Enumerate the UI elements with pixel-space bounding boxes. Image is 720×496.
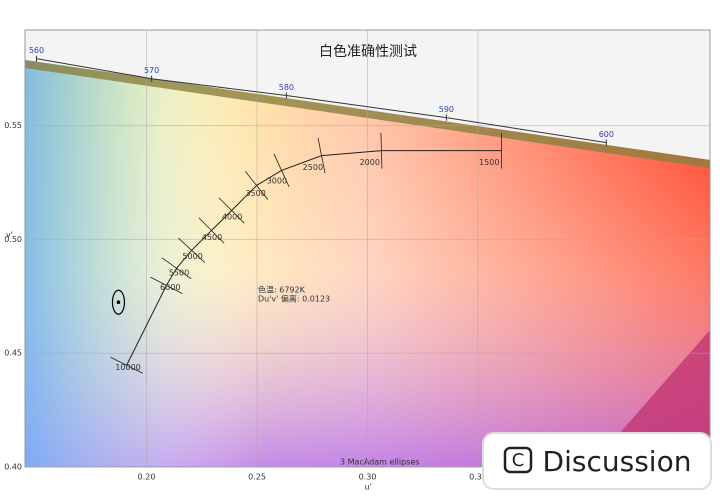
isotherm [317,137,326,174]
cct-label: 2000 [360,158,380,167]
y-tick-label: 0.55 [4,121,22,130]
spectral-label: 570 [144,66,159,75]
annotation: 3 MacAdam ellipses [340,458,419,467]
isotherm [273,153,290,187]
y-tick-label: 0.45 [4,349,22,358]
cct-label: 5000 [182,252,202,261]
measured-point [116,300,121,305]
x-axis-label: u' [364,483,371,492]
isotherm [198,217,225,244]
x-tick-label: 0.20 [138,473,156,482]
cct-label: 1500 [479,158,499,167]
spectral-label: 560 [29,46,44,55]
cct-label: 3500 [245,189,265,198]
cct-label: 2500 [303,163,323,172]
cct-label: 4500 [202,233,222,242]
spectral-label: 590 [439,105,454,114]
x-tick-label: 0.30 [359,473,377,482]
isotherm [110,356,143,374]
annotation: Du'v' 偏离: 0.0123 [258,294,330,304]
discussion-button[interactable]: C Discussion [482,432,712,490]
cct-label: 6000 [160,283,180,292]
y-tick-label: 0.50 [4,235,22,244]
cct-label: 10000 [115,363,140,372]
macadam-ellipse [111,289,126,315]
isotherm [150,276,183,294]
cct-label: 3000 [267,176,287,185]
isotherm [218,197,245,224]
y-axis-label: v' [6,231,13,240]
y-tick-label: 0.40 [4,463,22,472]
chat-icon: C [503,446,532,474]
x-tick-label: 0.25 [248,473,266,482]
isotherm [380,132,383,169]
button-label: Discussion [542,444,692,478]
cct-label: 5500 [169,268,189,277]
svg-text:C: C [511,450,524,471]
annotation: 色温: 6792K [258,285,306,295]
x-tick-label: 0.35 [469,473,487,482]
isotherm [178,237,206,263]
spectral-label: 580 [279,83,294,92]
cct-label: 4000 [222,213,242,222]
isotherm [244,171,269,200]
spectral-label: 600 [599,130,614,139]
isotherm [161,257,192,280]
